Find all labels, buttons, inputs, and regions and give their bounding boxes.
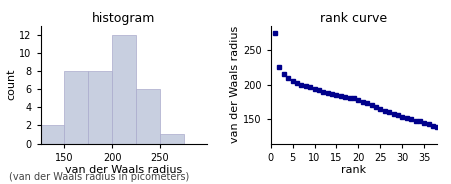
Y-axis label: count: count bbox=[6, 69, 16, 100]
Bar bbox=[64, 71, 88, 144]
Bar bbox=[112, 35, 136, 144]
Bar bbox=[160, 135, 184, 144]
Title: rank curve: rank curve bbox=[321, 12, 387, 25]
X-axis label: rank: rank bbox=[341, 165, 367, 175]
Bar bbox=[41, 125, 64, 144]
X-axis label: van der Waals radius: van der Waals radius bbox=[65, 165, 183, 175]
Bar bbox=[88, 71, 112, 144]
Y-axis label: van der Waals radius: van der Waals radius bbox=[230, 26, 240, 143]
Bar bbox=[136, 89, 160, 144]
Text: (van der Waals radius in picometers): (van der Waals radius in picometers) bbox=[9, 172, 189, 182]
Title: histogram: histogram bbox=[92, 12, 156, 25]
Bar bbox=[207, 135, 231, 144]
